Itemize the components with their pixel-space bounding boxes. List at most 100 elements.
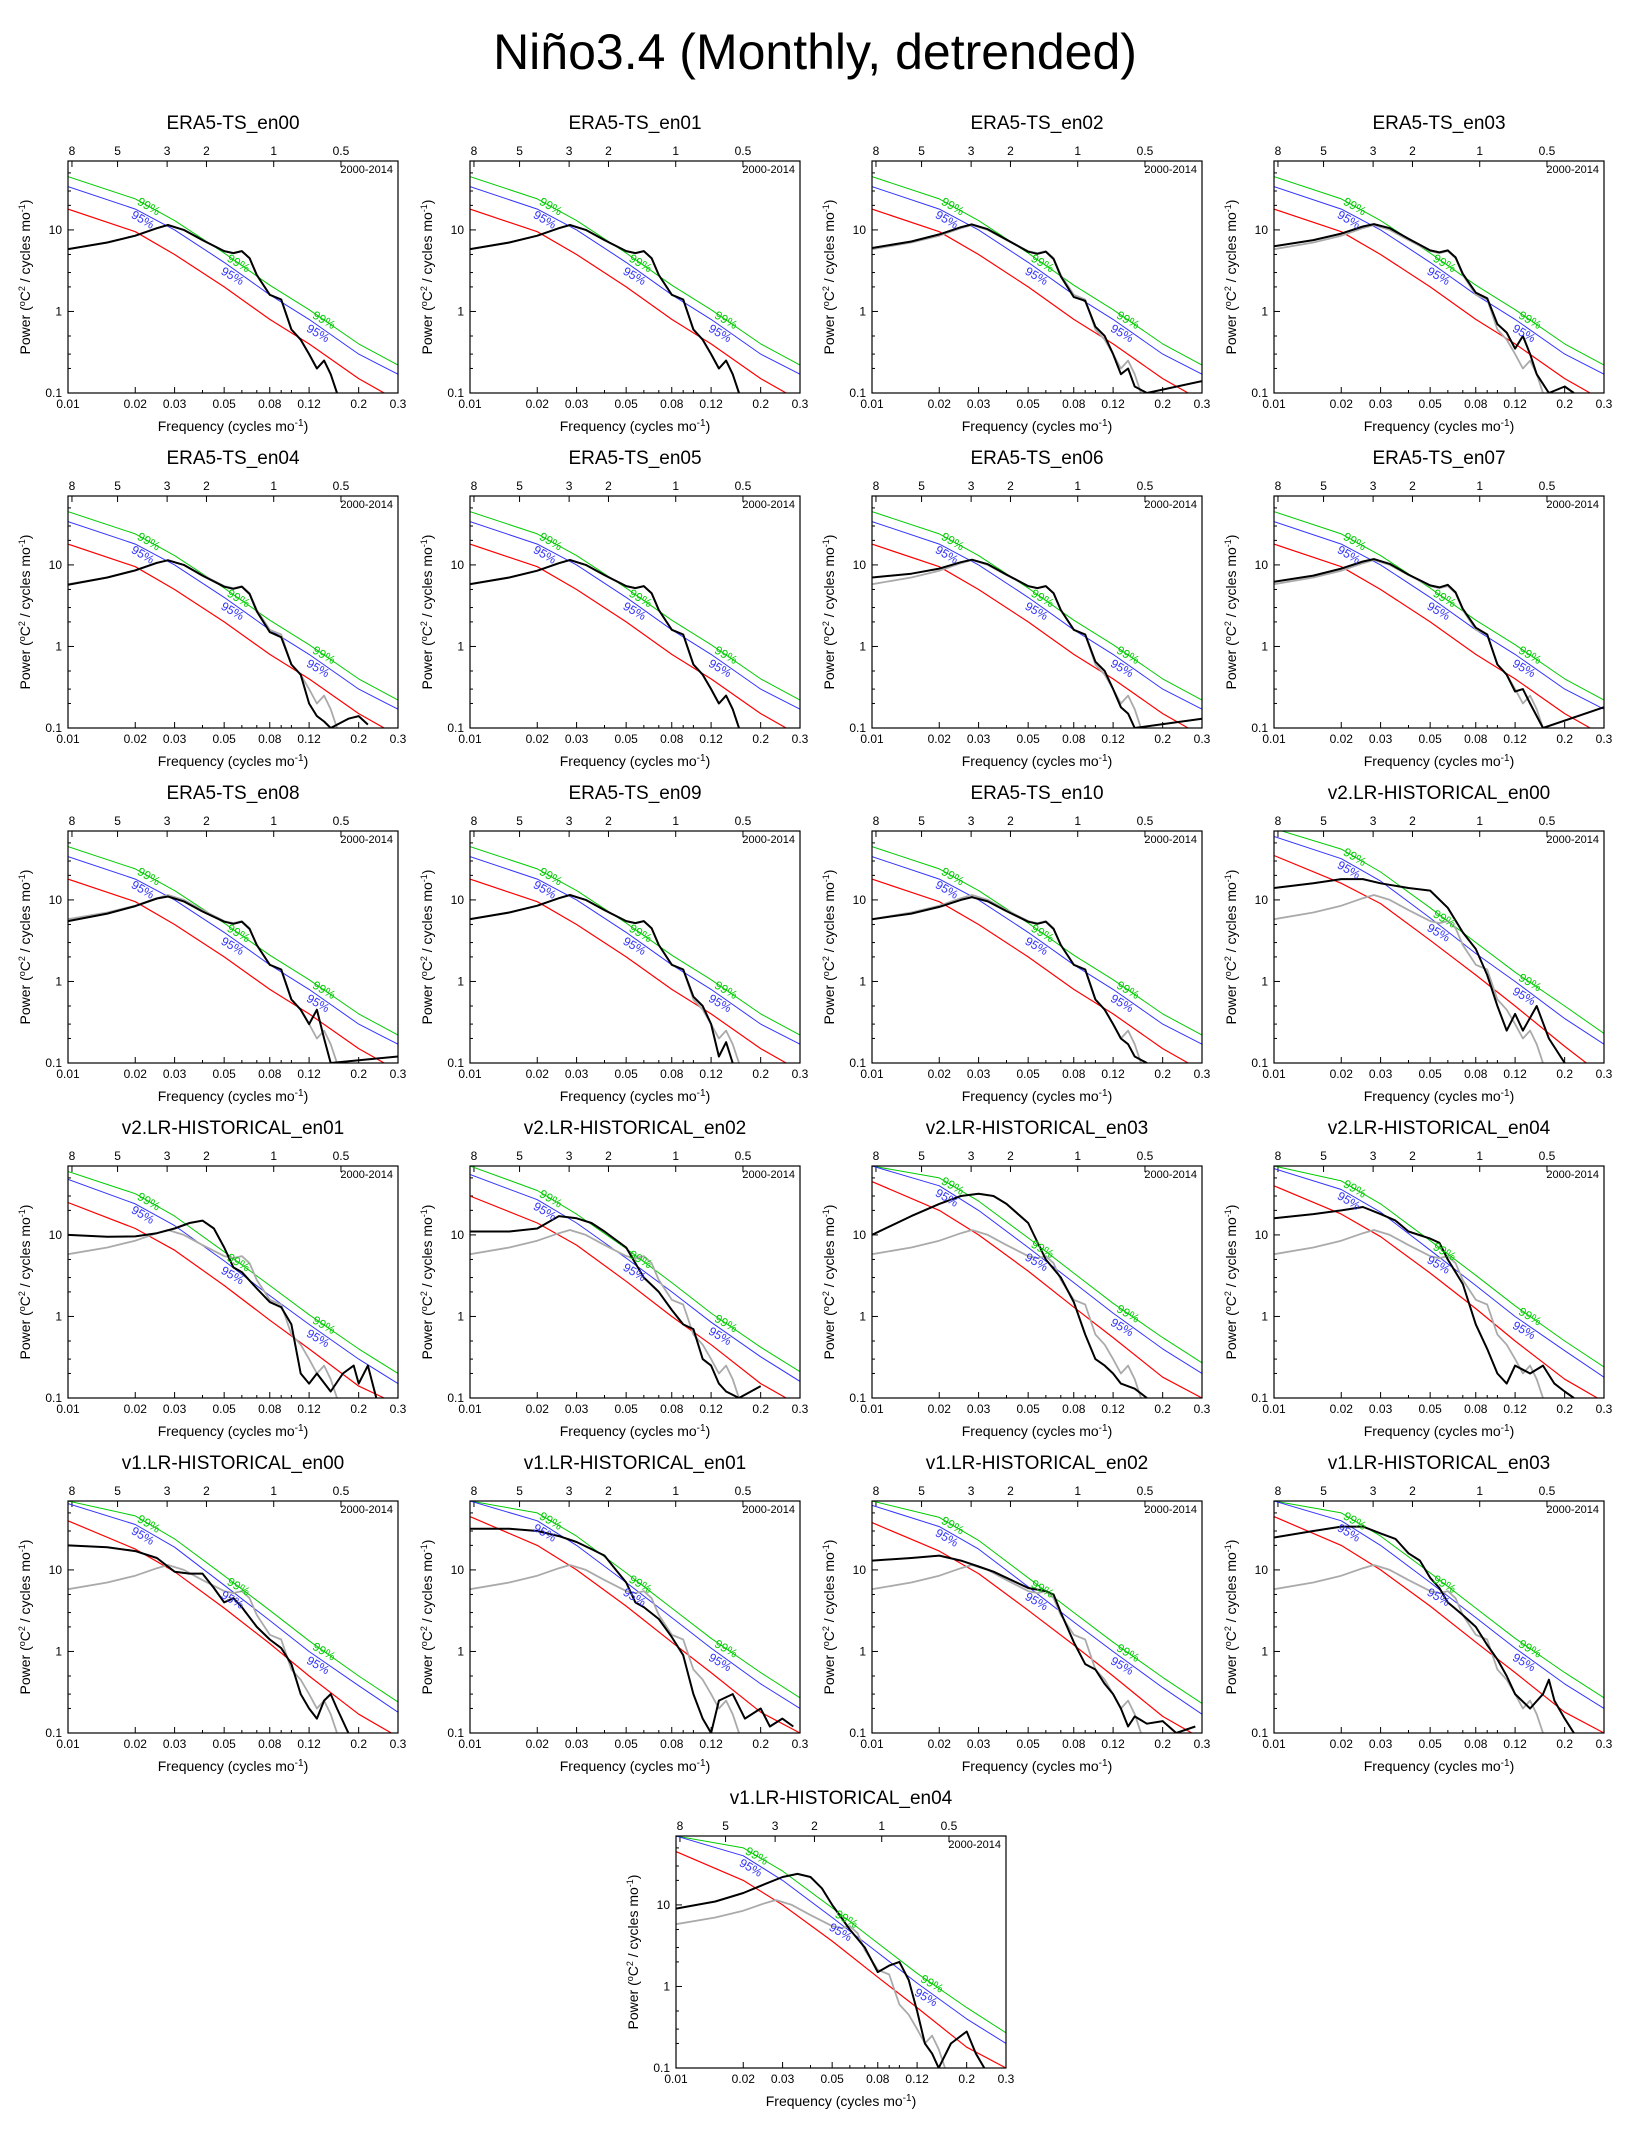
x-tick-label: 0.03 [1369, 1402, 1393, 1416]
spectrum-line [68, 224, 338, 393]
top-tick-label: 2 [203, 1149, 210, 1163]
y-axis-label: Power (oC2 / cycles mo-1) [17, 1205, 33, 1360]
x-tick-label: 0.03 [163, 1402, 187, 1416]
obs-reference-line [872, 894, 1142, 1063]
obs-reference-line [1274, 1564, 1544, 1733]
x-tick-label: 0.02 [124, 732, 148, 746]
top-tick-label: 0.5 [333, 1149, 350, 1163]
x-axis-label: Frequency (cycles mo-1) [158, 1088, 309, 1104]
top-tick-label: 2 [605, 1149, 612, 1163]
top-tick-label: 8 [471, 814, 478, 828]
plot-frame [469, 1500, 801, 1734]
spectrum-line [68, 559, 369, 728]
x-tick-label: 0.05 [1418, 397, 1442, 411]
sig95-line [68, 521, 398, 710]
period-label: 2000-2014 [1144, 1504, 1197, 1516]
y-tick-label: 1 [55, 639, 62, 653]
x-tick-label: 0.03 [163, 1067, 187, 1081]
top-tick-label: 2 [1007, 144, 1014, 158]
top-tick-label: 0.5 [1137, 1149, 1154, 1163]
x-tick-label: 0.12 [1503, 732, 1527, 746]
panel-title: v1.LR-HISTORICAL_en00 [122, 1453, 344, 1474]
top-tick-label: 8 [1275, 479, 1282, 493]
sig95-line [872, 1504, 1202, 1715]
plot-area [68, 1501, 398, 1733]
y-tick-label: 1 [457, 639, 464, 653]
top-tick-label: 0.5 [941, 1819, 958, 1833]
red-noise-line [872, 1181, 1202, 1398]
chart-panel: ERA5-TS_en01 8 5 3 2 1 0.5 0.01 0.02 0.03 0.05 0.08… [419, 113, 809, 434]
obs-reference-line [470, 1229, 740, 1398]
top-tick-label: 2 [605, 1484, 612, 1498]
top-tick-label: 0.5 [1137, 144, 1154, 158]
spectrum-line [470, 1215, 762, 1398]
x-tick-label: 0.02 [928, 1737, 952, 1751]
x-tick-label: 0.01 [664, 2072, 688, 2086]
red-noise-line [470, 878, 787, 1063]
sig99-line [1274, 1501, 1604, 1699]
y-tick-label: 0.1 [447, 1391, 464, 1405]
x-tick-label: 0.2 [752, 1067, 769, 1081]
y-tick-label: 0.1 [447, 1056, 464, 1070]
obs-reference-line [872, 559, 1142, 728]
page-title: Niño3.4 (Monthly, detrended) [493, 24, 1137, 80]
top-tick-label: 8 [1275, 1484, 1282, 1498]
top-tick-label: 5 [722, 1819, 729, 1833]
sig99-line [68, 1501, 398, 1703]
chart-panel: v2.LR-HISTORICAL_en03 8 5 3 2 1 0.5 0.01 0.02 0.0… [821, 1118, 1211, 1439]
plot-frame [871, 1165, 1203, 1399]
x-tick-label: 0.2 [1556, 1737, 1573, 1751]
x-tick-label: 0.12 [1101, 397, 1125, 411]
y-axis-label: Power (oC2 / cycles mo-1) [419, 1540, 435, 1695]
x-tick-label: 0.02 [124, 397, 148, 411]
x-tick-label: 0.03 [565, 1402, 589, 1416]
top-tick-label: 0.5 [735, 1484, 752, 1498]
y-axis-label: Power (oC2 / cycles mo-1) [821, 535, 837, 690]
x-tick-label: 0.08 [1464, 732, 1488, 746]
plot-frame [1273, 160, 1605, 394]
chart-panel: v2.LR-HISTORICAL_en00 8 5 3 2 1 0.5 0.01 0.02 0.0… [1223, 783, 1613, 1104]
top-tick-label: 5 [114, 144, 121, 158]
x-tick-label: 0.02 [1330, 1737, 1354, 1751]
y-tick-label: 0.1 [45, 721, 62, 735]
chart-panel: ERA5-TS_en02 8 5 3 2 1 0.5 0.01 0.02 0.03 0.05 0.08… [821, 113, 1211, 434]
y-tick-label: 10 [49, 223, 63, 237]
x-tick-label: 0.05 [1016, 1737, 1040, 1751]
top-tick-label: 0.5 [333, 144, 350, 158]
x-tick-label: 0.2 [1154, 1737, 1171, 1751]
x-tick-label: 0.2 [350, 397, 367, 411]
x-tick-label: 0.02 [124, 1737, 148, 1751]
spectrum-line [68, 1219, 378, 1398]
plot-area [68, 511, 398, 728]
spectrum-line [1274, 1525, 1575, 1733]
period-label: 2000-2014 [948, 1839, 1001, 1851]
period-label: 2000-2014 [742, 834, 795, 846]
y-tick-label: 0.1 [45, 1391, 62, 1405]
x-tick-label: 0.05 [614, 1402, 638, 1416]
chart-panel: v1.LR-HISTORICAL_en02 8 5 3 2 1 0.5 0.01 0.02 0.0… [821, 1453, 1211, 1774]
x-tick-label: 0.02 [1330, 732, 1354, 746]
spectrum-line [470, 224, 740, 393]
panel-title: ERA5-TS_en01 [568, 113, 701, 134]
panel-title: v1.LR-HISTORICAL_en01 [524, 1453, 746, 1474]
plot-area [68, 846, 398, 1063]
y-tick-label: 1 [1261, 639, 1268, 653]
sig99-line [68, 176, 398, 366]
top-tick-label: 1 [672, 144, 679, 158]
y-tick-label: 1 [457, 304, 464, 318]
top-tick-label: 2 [203, 814, 210, 828]
y-tick-label: 0.1 [45, 1056, 62, 1070]
spectrum-line [1274, 223, 1575, 393]
red-noise-line [68, 878, 385, 1063]
y-tick-label: 10 [451, 893, 465, 907]
sig95-line [872, 521, 1202, 710]
obs-reference-line [872, 224, 1142, 393]
x-tick-label: 0.08 [1062, 397, 1086, 411]
sig95-line [1274, 1501, 1604, 1709]
top-tick-label: 1 [270, 144, 277, 158]
top-tick-label: 1 [672, 814, 679, 828]
x-tick-label: 0.03 [565, 397, 589, 411]
plot-frame [469, 830, 801, 1064]
panel-title: ERA5-TS_en06 [970, 448, 1103, 469]
obs-reference-line [68, 224, 338, 393]
